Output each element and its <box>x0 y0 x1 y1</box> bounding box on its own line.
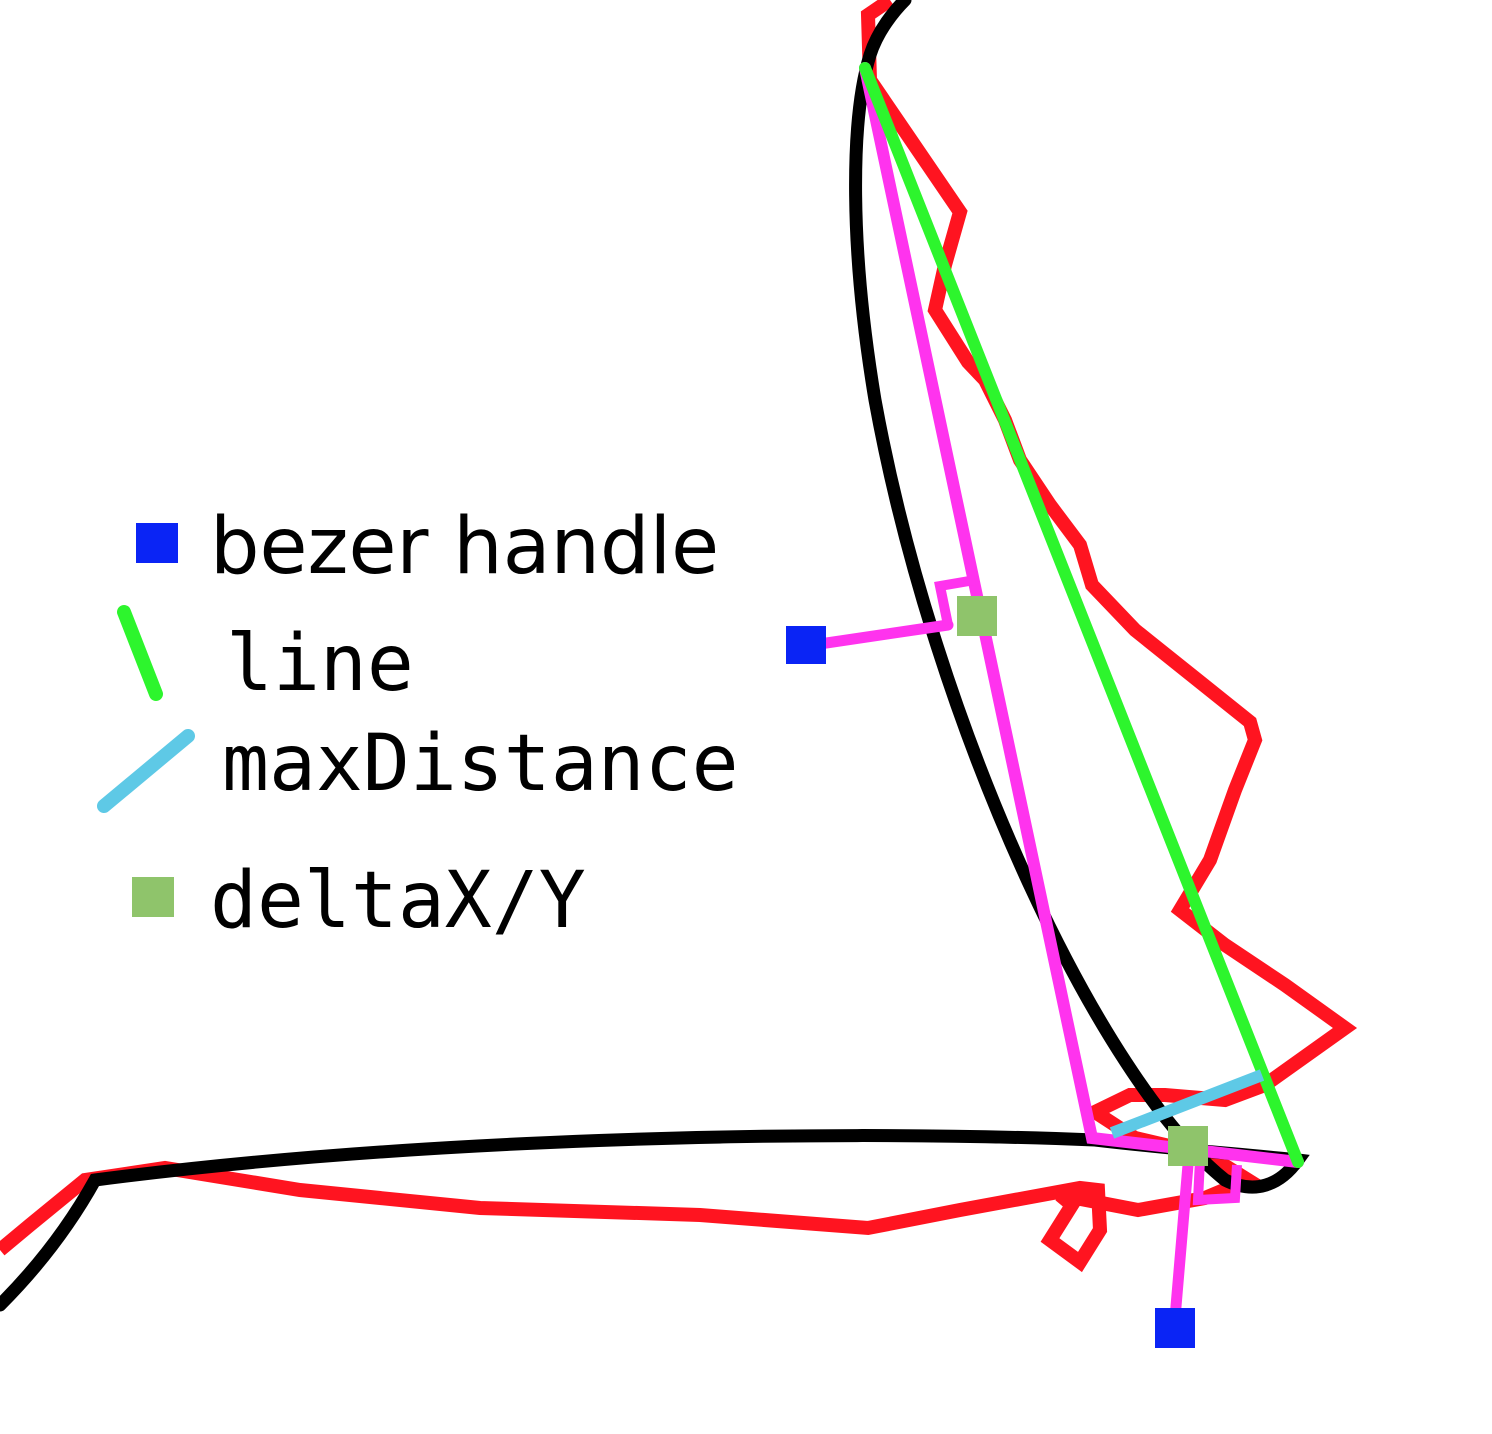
legend-item-line: line <box>117 605 414 709</box>
legend-label-line: line <box>226 619 414 709</box>
bezier-handle-upper <box>786 626 826 664</box>
upper-handle-line <box>800 619 954 652</box>
lower-handle-line <box>1168 1159 1194 1336</box>
legend-label-bezier-handle: bezer handle <box>210 502 719 592</box>
delta-marker-upper <box>957 596 997 636</box>
legend: bezer handle line maxDistance deltaX/Y <box>97 502 739 946</box>
legend-cyan-line-icon <box>97 729 195 813</box>
chord-line <box>859 62 1304 1168</box>
legend-green-line-icon <box>117 605 163 701</box>
bezier-construction-path <box>859 62 1304 1168</box>
raw-stroke-path <box>0 0 1358 1273</box>
upper-right-angle-mark <box>934 575 976 627</box>
delta-marker-lower <box>1168 1126 1208 1166</box>
legend-label-delta: deltaX/Y <box>210 856 586 946</box>
legend-item-max-distance: maxDistance <box>97 719 739 813</box>
legend-label-max-distance: maxDistance <box>222 719 739 809</box>
legend-item-delta: deltaX/Y <box>132 856 586 946</box>
lower-right-angle-mark <box>1192 1159 1242 1206</box>
fitted-curve-path <box>0 0 1310 1312</box>
max-distance-line <box>1109 1069 1265 1139</box>
legend-item-bezier-handle: bezer handle <box>136 502 719 592</box>
legend-blue-square-icon <box>136 523 178 563</box>
legend-olive-square-icon <box>132 877 174 917</box>
bezier-handle-lower <box>1155 1308 1195 1348</box>
